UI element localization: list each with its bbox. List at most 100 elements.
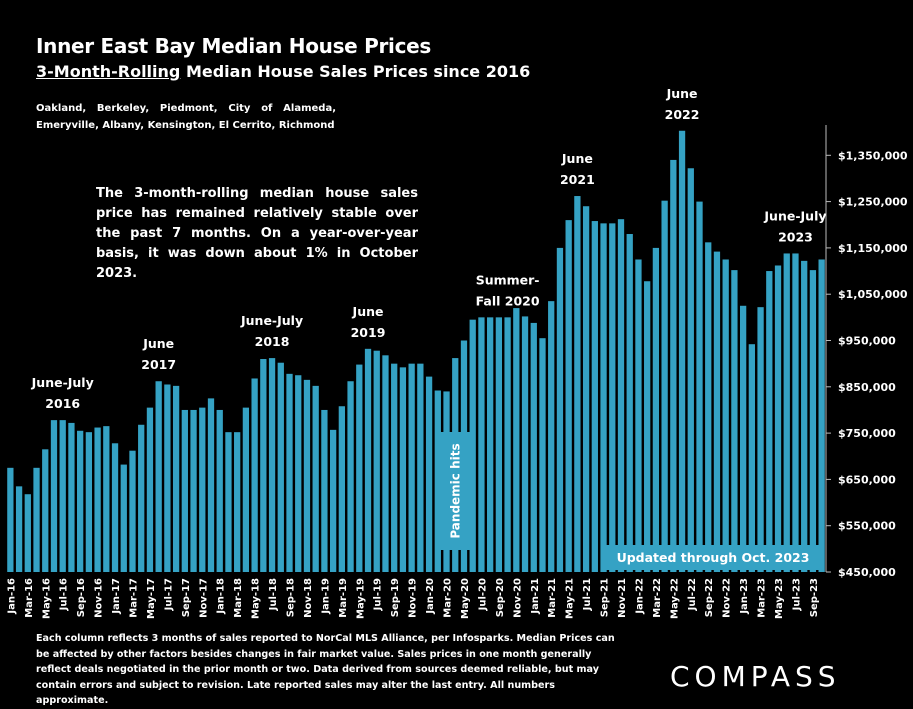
- chart-bar: [242, 407, 250, 572]
- x-tick-label: Jan-23: [739, 578, 750, 615]
- x-tick-label: Mar-21: [547, 578, 558, 618]
- chart-bar: [164, 384, 171, 572]
- chart-bar: [574, 196, 581, 573]
- summary-note: The 3-month-rolling median house sales p…: [96, 186, 418, 281]
- cities-list: Oakland, Berkeley, Piedmont, City of Ala…: [36, 103, 336, 131]
- x-tick-label: Jul-17: [163, 578, 174, 611]
- peak-callout-label: June: [561, 151, 593, 166]
- chart-bar: [792, 253, 799, 572]
- chart-bar: [225, 432, 232, 572]
- y-tick-label: $1,050,000: [838, 288, 908, 301]
- pandemic-annotation-text: Pandemic hits: [448, 443, 462, 538]
- chart-bar: [617, 219, 625, 572]
- x-tick-label: May-18: [251, 578, 262, 619]
- chart-bar: [591, 221, 598, 573]
- chart-bar: [286, 373, 293, 572]
- chart-bar: [268, 358, 276, 572]
- x-tick-label: May-21: [565, 578, 576, 619]
- chart-bar: [757, 307, 764, 572]
- chart-bar: [495, 317, 503, 572]
- chart-bar: [138, 424, 145, 572]
- chart-bar: [739, 305, 747, 572]
- chart-bar: [809, 270, 817, 572]
- x-tick-label: May-19: [355, 578, 366, 619]
- peak-callout-label: Summer-: [476, 272, 540, 287]
- x-tick-label: Jul-23: [791, 578, 802, 611]
- chart-bar: [190, 409, 197, 572]
- y-tick-label: $1,350,000: [838, 149, 908, 162]
- chart-bar: [766, 271, 773, 572]
- chart-bar: [487, 317, 494, 572]
- chart-bar: [530, 322, 537, 572]
- chart-bar: [600, 223, 607, 573]
- chart-bar: [539, 338, 546, 572]
- chart-bar: [626, 234, 633, 572]
- chart-bar: [312, 385, 319, 572]
- x-tick-label: Mar-17: [128, 578, 139, 618]
- x-tick-label: Jan-18: [216, 578, 227, 615]
- x-tick-label: Jan-19: [320, 578, 331, 615]
- chart-bar: [59, 420, 66, 572]
- chart-bar: [774, 265, 782, 572]
- chart-bar: [181, 409, 188, 572]
- peak-callout-label: June-July: [763, 208, 826, 223]
- chart-bar: [251, 378, 258, 572]
- y-tick-label: $850,000: [838, 381, 896, 394]
- x-tick-label: Jan-22: [634, 578, 645, 615]
- chart-bar: [661, 200, 668, 573]
- x-tick-label: Nov-19: [408, 578, 419, 618]
- x-tick-label: Sep-18: [286, 578, 297, 617]
- chart-bar: [748, 344, 755, 572]
- footnote: Each column reflects 3 months of sales r…: [36, 633, 615, 706]
- y-tick-label: $550,000: [838, 520, 896, 533]
- x-tick-label: Jul-22: [687, 578, 698, 611]
- peak-callout-label: Fall 2020: [476, 293, 540, 308]
- chart-bar: [146, 407, 154, 572]
- x-tick-label: Sep-23: [809, 578, 820, 617]
- chart-bar: [260, 359, 267, 572]
- x-tick-label: Sep-21: [600, 578, 611, 617]
- chart-bar: [33, 467, 40, 572]
- updated-banner-text: Updated through Oct. 2023: [617, 550, 810, 565]
- y-tick-label: $650,000: [838, 473, 896, 486]
- x-tick-label: Sep-20: [495, 578, 506, 617]
- x-tick-label: Nov-17: [198, 578, 209, 618]
- x-tick-label: Jul-20: [477, 578, 488, 611]
- x-tick-label: May-20: [460, 578, 471, 619]
- x-tick-label: Mar-18: [233, 578, 244, 618]
- x-tick-label: Nov-20: [512, 578, 523, 618]
- x-tick-label: Jul-21: [582, 578, 593, 611]
- x-tick-label: Jan-20: [425, 578, 436, 615]
- x-tick-label: Nov-16: [94, 578, 105, 618]
- x-tick-label: Sep-22: [704, 578, 715, 617]
- chart-bar: [347, 381, 354, 572]
- peak-callout-label: June: [666, 86, 698, 101]
- chart-bar: [277, 362, 284, 572]
- x-tick-label: Sep-17: [181, 578, 192, 617]
- chart-bar: [382, 355, 389, 572]
- chart-bar: [722, 259, 729, 572]
- chart-bar: [705, 242, 712, 572]
- chart-bar: [391, 363, 398, 572]
- chart-bar: [103, 426, 110, 572]
- chart-bar: [364, 348, 372, 572]
- chart-bar: [50, 420, 58, 572]
- chart-bar: [652, 247, 660, 572]
- x-tick-label: Mar-16: [24, 578, 35, 618]
- chart-bar: [687, 168, 694, 572]
- chart-bar: [801, 260, 808, 572]
- chart-bar: [77, 430, 84, 572]
- chart-bar: [783, 253, 790, 572]
- x-tick-label: Jul-19: [373, 578, 384, 611]
- chart-bar: [85, 432, 93, 572]
- chart-bar: [68, 422, 75, 572]
- x-tick-label: Nov-22: [722, 578, 733, 618]
- peak-callout-label: June: [142, 336, 174, 351]
- y-tick-label: $1,150,000: [838, 242, 908, 255]
- chart-bar: [172, 385, 180, 572]
- peak-callout-label: 2018: [255, 334, 290, 349]
- chart-bar: [295, 375, 302, 572]
- chart-bar: [303, 379, 311, 572]
- x-tick-label: Nov-18: [303, 578, 314, 618]
